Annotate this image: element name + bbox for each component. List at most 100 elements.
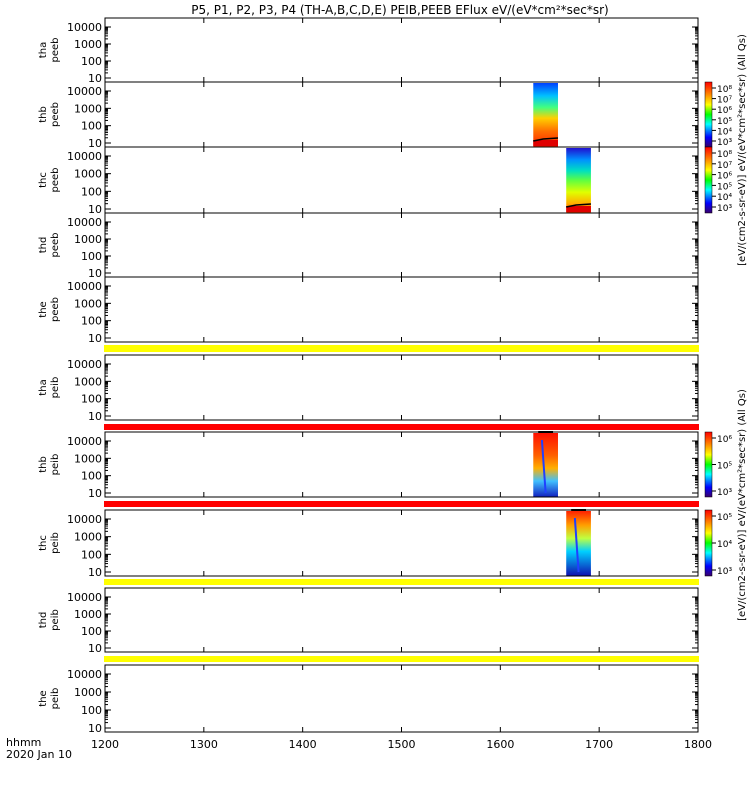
y-tick-label: 100 bbox=[81, 55, 102, 68]
x-tick-label: 1400 bbox=[289, 738, 317, 751]
colorbar-gradient bbox=[704, 146, 713, 214]
colorbar-gradient bbox=[704, 431, 713, 498]
spectrogram-block bbox=[533, 83, 558, 147]
ion-beam-trace bbox=[540, 439, 547, 494]
colorbar-tick-label: 10⁴ bbox=[717, 193, 732, 203]
y-tick-label: 100 bbox=[81, 704, 102, 717]
x-axis-label-hhmm: hhmm bbox=[6, 736, 41, 749]
y-tick-label: 100 bbox=[81, 625, 102, 638]
panel-the-peib: 10 100 1000 10000 the peib bbox=[38, 664, 699, 735]
y-axis-label-product: peib bbox=[50, 688, 61, 710]
spectrogram-low-energy-band bbox=[533, 140, 558, 146]
colorbar-2: 10⁶ 10⁵ 10³ bbox=[704, 431, 732, 498]
x-tick-label: 1700 bbox=[585, 738, 613, 751]
y-axis-label-product: peeb bbox=[50, 38, 61, 63]
colorbar-tick-label: 10³ bbox=[717, 204, 732, 214]
colorbar-tick-label: 10⁵ bbox=[717, 513, 732, 523]
y-tick-label: 1000 bbox=[74, 38, 102, 51]
colorbar-tick-label: 10⁵ bbox=[717, 462, 732, 472]
panel-thc-peeb: 10 100 1000 10000 thc peeb bbox=[38, 146, 699, 216]
y-tick-label: 100 bbox=[81, 120, 102, 133]
y-tick-label: 100 bbox=[81, 250, 102, 263]
x-tick-label: 1600 bbox=[486, 738, 514, 751]
panel-tha-peeb: 10 100 1000 10000 tha peeb bbox=[38, 17, 699, 85]
panel-frame bbox=[104, 212, 699, 278]
y-axis-label-probe: thc bbox=[38, 535, 49, 551]
y-tick-label: 10 bbox=[88, 72, 102, 85]
spacecraft-potential-line bbox=[566, 203, 591, 208]
y-tick-label: 10000 bbox=[67, 85, 102, 98]
colorbar-tick-label: 10⁸ bbox=[717, 150, 732, 160]
y-tick-label: 1000 bbox=[74, 297, 102, 310]
colorbar-tick-label: 10⁵ bbox=[717, 182, 732, 192]
panel-frame bbox=[104, 354, 699, 421]
y-axis-label-product: peib bbox=[50, 609, 61, 631]
colorbar-tick-label: 10⁷ bbox=[717, 161, 732, 171]
colorbar-tick-label: 10³ bbox=[717, 138, 732, 148]
panel-frame bbox=[104, 587, 699, 653]
panel-thc-peib: 10 100 1000 10000 thc peib bbox=[38, 509, 699, 579]
y-tick-label: 10000 bbox=[67, 591, 102, 604]
y-tick-label: 100 bbox=[81, 470, 102, 483]
spectrogram-low-energy-band bbox=[566, 206, 591, 212]
y-tick-label: 1000 bbox=[74, 608, 102, 621]
ion-beam-trace bbox=[573, 517, 580, 573]
colorbar-gradient bbox=[704, 81, 713, 148]
y-tick-label: 10000 bbox=[67, 668, 102, 681]
colorbar-tick-label: 10⁸ bbox=[717, 85, 732, 95]
y-tick-label: 100 bbox=[81, 393, 102, 406]
spacecraft-potential-line bbox=[533, 137, 559, 142]
y-tick-label: 10 bbox=[88, 642, 102, 655]
y-tick-label: 10 bbox=[88, 410, 102, 423]
y-tick-label: 10000 bbox=[67, 435, 102, 448]
x-tick-label: 1500 bbox=[388, 738, 416, 751]
y-tick-label: 10000 bbox=[67, 216, 102, 229]
chart-title: P5, P1, P2, P3, P4 (TH-A,B,C,D,E) PEIB,P… bbox=[191, 3, 608, 17]
y-tick-label: 1000 bbox=[74, 452, 102, 465]
y-tick-label: 1000 bbox=[74, 168, 102, 181]
y-tick-label: 10000 bbox=[67, 513, 102, 526]
y-axis-label-product: peib bbox=[50, 532, 61, 554]
colorbar-tick-label: 10⁶ bbox=[717, 435, 732, 445]
y-axis-label-probe: thd bbox=[38, 612, 49, 629]
separator-bar bbox=[104, 579, 699, 585]
colorbar-tick-label: 10⁶ bbox=[717, 172, 732, 182]
y-tick-label: 1000 bbox=[74, 102, 102, 115]
y-tick-label: 10 bbox=[88, 487, 102, 500]
panel-frame bbox=[104, 146, 699, 214]
y-tick-label: 10 bbox=[88, 267, 102, 280]
y-axis-label-product: peeb bbox=[50, 297, 61, 322]
y-axis-label-probe: thb bbox=[38, 106, 49, 123]
colorbar-tick-label: 10³ bbox=[717, 488, 732, 498]
separator-bar bbox=[104, 656, 699, 662]
y-axis-label-probe: thb bbox=[38, 456, 49, 473]
colorbar-axis-label: [eV/(cm2-s-sr-eV)] eV/(eV*cm²*sec*sr) (A… bbox=[737, 389, 748, 621]
colorbar-tick-label: 10⁶ bbox=[717, 106, 732, 116]
y-tick-label: 1000 bbox=[74, 375, 102, 388]
panel-frame bbox=[104, 81, 699, 148]
y-tick-label: 10000 bbox=[67, 150, 102, 163]
panel-frame bbox=[104, 431, 699, 498]
y-axis-label-probe: the bbox=[38, 690, 49, 706]
panel-thd-peeb: 10 100 1000 10000 thd peeb bbox=[38, 212, 699, 280]
x-axis: 1200 1300 1400 1500 1600 1700 1800 bbox=[91, 738, 712, 751]
separator-bar bbox=[104, 345, 699, 352]
y-axis-label-probe: tha bbox=[38, 379, 49, 395]
panel-frame bbox=[104, 276, 699, 343]
x-axis-label-date: 2020 Jan 10 bbox=[6, 748, 72, 761]
y-tick-label: 10 bbox=[88, 137, 102, 150]
separator-bars bbox=[104, 345, 699, 662]
panel-thb-peeb: 10 100 1000 10000 thb peeb bbox=[38, 81, 699, 150]
y-tick-label: 10000 bbox=[67, 358, 102, 371]
colorbar-gradient bbox=[704, 509, 713, 577]
panel-frame bbox=[104, 664, 699, 733]
x-tick-label: 1300 bbox=[190, 738, 218, 751]
colorbar-tick-label: 10³ bbox=[717, 567, 732, 577]
colorbar-3: 10⁵ 10⁴ 10³ bbox=[704, 509, 732, 577]
y-axis-label-product: peib bbox=[50, 454, 61, 476]
separator-bar bbox=[104, 424, 699, 430]
x-tick-label: 1200 bbox=[91, 738, 119, 751]
colorbar-tick-label: 10⁷ bbox=[717, 96, 732, 106]
